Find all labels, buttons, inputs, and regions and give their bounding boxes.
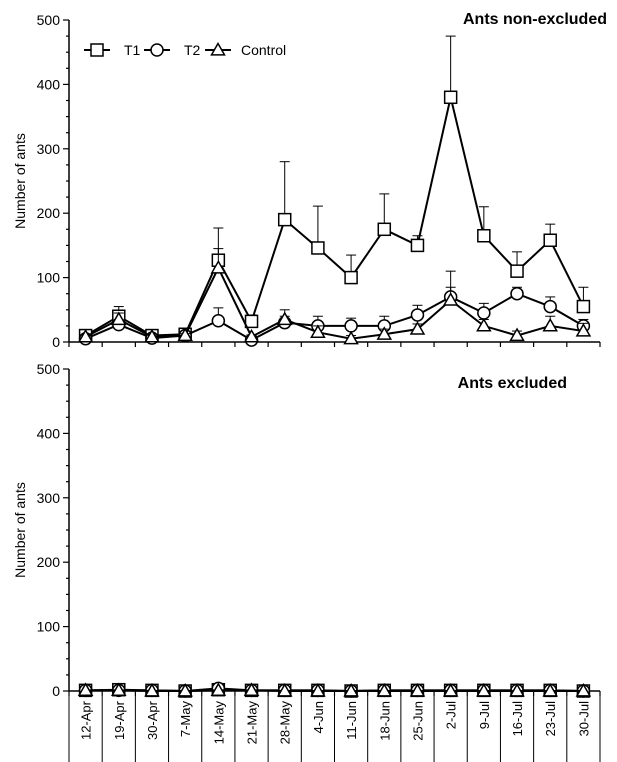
data-point xyxy=(77,328,94,343)
x-tick-label: 16-Jul xyxy=(510,701,525,737)
data-point xyxy=(510,264,524,278)
data-point xyxy=(409,321,426,335)
data-point xyxy=(343,330,359,345)
data-point xyxy=(476,317,492,332)
data-point xyxy=(509,682,525,697)
y-tick-label: 0 xyxy=(52,683,60,699)
data-point xyxy=(542,317,559,332)
y-tick-label: 400 xyxy=(37,425,61,441)
data-point xyxy=(343,682,359,697)
x-tick-label: 12-Apr xyxy=(79,700,94,740)
x-tick-label: 30-Jul xyxy=(576,701,591,737)
legend-marker xyxy=(90,43,104,57)
x-tick-label: 2-Jul xyxy=(444,701,459,729)
x-tick-label: 30-Apr xyxy=(145,700,160,740)
y-tick-label: 300 xyxy=(37,141,61,157)
legend-marker xyxy=(210,41,226,56)
y-axis-title: Number of ants xyxy=(12,482,28,578)
data-point xyxy=(542,682,559,697)
data-point xyxy=(509,327,525,342)
data-point xyxy=(442,682,459,697)
data-point xyxy=(443,90,458,105)
data-point xyxy=(210,682,227,696)
x-tick-label: 28-May xyxy=(278,701,293,745)
x-category-labels: 12-Apr 19-Apr 30-Apr 7-May 14-May 21-May 28-Ma… xyxy=(68,696,601,762)
legend-label: T1 xyxy=(124,42,141,58)
data-point xyxy=(344,319,358,333)
data-point xyxy=(410,238,425,253)
x-tick-label: 19-Apr xyxy=(112,700,127,740)
legend-marker xyxy=(150,43,164,57)
x-tick-label: 9-Jul xyxy=(477,701,492,729)
x-tick-label: 23-Jul xyxy=(543,701,558,737)
y-axis-title: Number of ants xyxy=(12,133,28,229)
data-point xyxy=(311,241,325,255)
data-point xyxy=(377,222,392,237)
data-point xyxy=(543,233,557,247)
x-tick-label: 18-Jun xyxy=(377,701,392,741)
data-point xyxy=(409,682,426,697)
data-point xyxy=(376,682,393,697)
data-point xyxy=(476,682,492,697)
series-control xyxy=(77,682,592,697)
series-line xyxy=(85,689,584,692)
data-point xyxy=(110,682,127,696)
data-point xyxy=(177,327,193,342)
data-point xyxy=(211,313,226,328)
data-point xyxy=(575,682,592,697)
data-point xyxy=(276,682,293,697)
data-point xyxy=(144,328,160,343)
data-point xyxy=(344,270,358,285)
x-tick-label: 7-May xyxy=(178,701,193,738)
data-point xyxy=(276,311,293,326)
y-tick-label: 200 xyxy=(37,205,61,221)
y-tick-label: 500 xyxy=(37,361,61,377)
x-tick-label: 25-Jun xyxy=(410,701,425,741)
x-tick-label: 21-May xyxy=(245,701,260,745)
data-point xyxy=(277,212,292,227)
data-point xyxy=(442,292,459,306)
data-point xyxy=(243,328,260,343)
y-tick-label: 300 xyxy=(37,490,61,506)
data-point xyxy=(575,323,592,337)
y-tick-label: 500 xyxy=(37,12,61,28)
data-point xyxy=(510,286,524,301)
data-point xyxy=(477,228,491,243)
x-tick-label: 14-May xyxy=(211,701,226,745)
data-point xyxy=(177,682,193,697)
data-point xyxy=(110,311,127,326)
data-point xyxy=(376,326,393,340)
x-tick-label: 4-Jun xyxy=(311,701,326,734)
data-point xyxy=(576,299,591,314)
panel-2: 0 100 200 300 400 500 Number of ants Ants exclu… xyxy=(12,361,601,699)
y-tick-label: 400 xyxy=(37,76,61,92)
y-tick-label: 200 xyxy=(37,554,61,570)
data-point xyxy=(543,299,557,314)
legend: T1 T2 Control xyxy=(84,41,286,58)
data-point xyxy=(410,308,425,322)
data-point xyxy=(310,324,326,338)
data-point xyxy=(210,259,227,274)
data-point xyxy=(310,682,326,697)
legend-label: T2 xyxy=(184,42,201,58)
data-point xyxy=(77,682,94,696)
y-tick-label: 0 xyxy=(52,334,60,350)
series-line xyxy=(85,265,584,340)
data-point xyxy=(244,314,259,329)
series-control xyxy=(77,248,592,345)
data-point xyxy=(243,682,260,696)
panel-1: 0 100 200 300 400 500 Number of ants Ants non-e… xyxy=(12,11,607,350)
y-tick-label: 100 xyxy=(37,270,61,286)
data-point xyxy=(144,682,160,697)
data-point xyxy=(477,306,491,320)
series-line xyxy=(85,97,585,337)
panel-title: Ants excluded xyxy=(458,375,567,392)
panel-title: Ants non-excluded xyxy=(463,11,607,28)
y-tick-label: 100 xyxy=(37,619,61,635)
legend-label: Control xyxy=(241,42,286,58)
x-tick-label: 11-Jun xyxy=(344,701,359,740)
